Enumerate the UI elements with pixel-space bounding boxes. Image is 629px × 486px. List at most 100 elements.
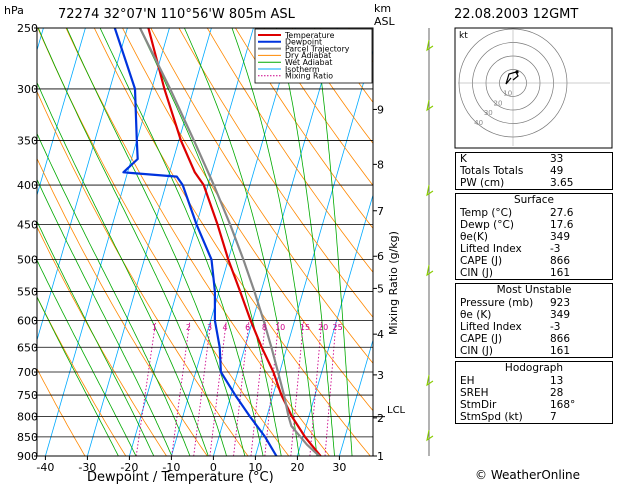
wet-adiabat-line — [183, 28, 300, 456]
stat-row: SREH 28 — [456, 387, 612, 399]
stat-row: K 33 — [456, 153, 612, 165]
stat-label: K — [460, 153, 467, 165]
legend-label: Dewpoint — [285, 38, 322, 47]
pressure-tick-label: 600 — [17, 315, 38, 328]
stat-row: CAPE (J) 866 — [456, 255, 612, 267]
legend-label: Temperature — [284, 31, 335, 40]
series-line-parcel-trajectory — [139, 28, 321, 456]
asl-unit: ASL — [374, 15, 396, 28]
plot-frame — [36, 27, 374, 457]
stat-row: CIN (J) 161 — [456, 267, 612, 279]
stat-value: 866 — [550, 333, 571, 345]
stat-value: 7 — [550, 411, 557, 423]
series-line-temperature — [147, 28, 322, 456]
km-tick-label: 4 — [377, 328, 384, 341]
mixing-ratio-label: 1 — [152, 323, 157, 332]
stat-value: 13 — [550, 375, 564, 387]
legend-label: Isotherm — [285, 65, 320, 74]
mixing-ratio-label: 4 — [223, 323, 228, 332]
wet-adiabat-line — [37, 259, 137, 456]
storm-motion-dot — [515, 70, 519, 74]
hodograph-ring-label: 10 — [503, 90, 512, 98]
hodograph-ring-label: 30 — [484, 109, 493, 117]
wet-adiabat-line — [99, 28, 264, 456]
isotherm-line — [129, 28, 254, 456]
hodograph-frame — [454, 27, 613, 149]
km-tick-label: 6 — [377, 250, 384, 263]
x-tick-label: 20 — [290, 461, 304, 474]
wind-barb-icon — [426, 264, 434, 277]
wet-adiabat-line — [276, 28, 336, 456]
mixing-ratio-line — [290, 320, 305, 456]
datetime: 22.08.2003 12GMT — [454, 7, 578, 22]
x-tick-label: -10 — [162, 461, 180, 474]
dry-adiabat-line — [263, 28, 373, 187]
wet-adiabat-line — [37, 81, 209, 456]
stat-label: θe (K) — [460, 309, 492, 321]
hodograph-ring-label: 20 — [494, 99, 503, 107]
stat-label: Dewp (°C) — [460, 219, 514, 231]
stat-row: Temp (°C) 27.6 — [456, 207, 612, 219]
km-tick-label: 5 — [377, 282, 384, 295]
pressure-tick-label: 250 — [17, 22, 38, 35]
stat-value: 161 — [550, 267, 571, 279]
wet-adiabat-line — [37, 296, 119, 456]
stat-label: EH — [460, 375, 475, 387]
km-tick-label: 1 — [377, 450, 384, 463]
pressure-tick-label: 500 — [17, 254, 38, 267]
mixing-ratio-line — [264, 320, 280, 456]
isotherm-line — [37, 28, 86, 197]
wind-barb-icon — [426, 99, 434, 112]
stat-label: Temp (°C) — [460, 207, 513, 219]
mixing-ratio-label: 3 — [207, 323, 212, 332]
stat-value: 17.6 — [550, 219, 574, 231]
stat-value: 349 — [550, 231, 571, 243]
stat-row: θe(K) 349 — [456, 231, 612, 243]
x-tick-label: -40 — [36, 461, 54, 474]
stat-value: 923 — [550, 297, 571, 309]
isotherm-line — [213, 28, 338, 456]
dry-adiabat-line — [37, 90, 249, 456]
stat-label: CAPE (J) — [460, 333, 503, 345]
legend-label: Mixing Ratio — [285, 72, 333, 81]
x-tick-label: -20 — [120, 461, 138, 474]
km-tick-label: 8 — [377, 158, 384, 171]
hodograph-stats-box: Hodograph EH 13 SREH 28 StmDir 168° StmSpd (kt… — [455, 361, 613, 424]
mixing-ratio-line — [193, 320, 212, 456]
x-tick-label: -30 — [78, 461, 96, 474]
legend-label: Wet Adiabat — [285, 58, 332, 67]
mixing-ratio-label: 10 — [275, 323, 285, 332]
stat-value: 33 — [550, 153, 564, 165]
mixing-ratio-line — [309, 320, 323, 456]
mixing-ratio-label: 25 — [333, 323, 343, 332]
stat-row: CAPE (J) 866 — [456, 333, 612, 345]
stat-row: CIN (J) 161 — [456, 345, 612, 357]
stat-row: Totals Totals 49 — [456, 165, 612, 177]
dry-adiabat-line — [150, 28, 373, 364]
stat-row: Dewp (°C) 17.6 — [456, 219, 612, 231]
surface-title: Surface — [513, 194, 554, 206]
stat-row: Lifted Index -3 — [456, 243, 612, 255]
dry-adiabat-line — [37, 226, 167, 456]
dry-adiabat-line — [65, 28, 330, 456]
hodograph-trace — [505, 71, 519, 85]
km-unit: km — [374, 2, 391, 15]
legend-label: Parcel Trajectory — [285, 44, 350, 53]
isotherm-line — [37, 28, 128, 342]
mixing-ratio-label: 20 — [318, 323, 328, 332]
wind-barb-icon — [426, 184, 434, 197]
stat-value: 161 — [550, 345, 571, 357]
pressure-tick-label: 800 — [17, 411, 38, 424]
copyright: © WeatherOnline — [475, 468, 581, 482]
mixing-ratio-label: 2 — [186, 323, 191, 332]
dry-adiabat-line — [37, 28, 290, 456]
pressure-tick-label: 550 — [17, 285, 38, 298]
dry-adiabat-line — [37, 367, 86, 456]
stat-label: PW (cm) — [460, 177, 505, 189]
mixing-ratio-line — [233, 320, 250, 456]
wet-adiabat-line — [37, 178, 173, 456]
stat-label: CAPE (J) — [460, 255, 503, 267]
dry-adiabat-line — [122, 28, 373, 412]
legend-label: Dry Adiabat — [285, 51, 331, 60]
y-axis-label-mixing-ratio: Mixing Ratio (g/kg) — [387, 231, 400, 335]
